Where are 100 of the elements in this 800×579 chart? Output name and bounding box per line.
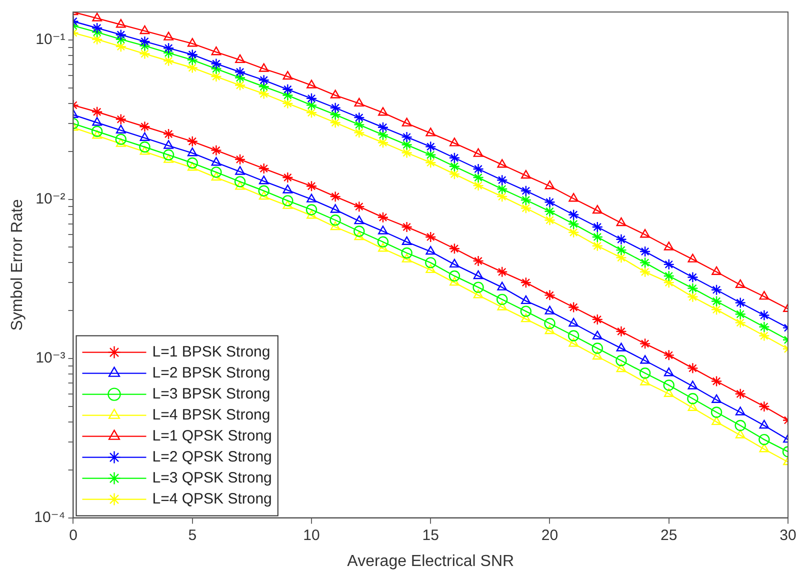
point: [544, 180, 555, 190]
point: [544, 306, 555, 314]
point: [568, 226, 580, 238]
point: [496, 266, 508, 278]
point: [401, 221, 412, 233]
legend-label: L=4 BPSK Strong: [152, 406, 270, 424]
point: [91, 126, 103, 137]
point: [211, 172, 222, 181]
point: [712, 416, 722, 426]
point: [688, 402, 698, 411]
point: [448, 270, 460, 282]
point: [140, 146, 150, 155]
point: [258, 81, 270, 92]
point: [664, 242, 674, 250]
point: [616, 363, 626, 372]
point: [91, 22, 103, 34]
point: [330, 221, 340, 230]
point: [687, 393, 698, 404]
point: [330, 204, 340, 213]
point: [116, 19, 126, 28]
point: [425, 231, 436, 243]
point: [639, 266, 651, 278]
point: [282, 200, 293, 209]
point: [162, 149, 174, 161]
point: [377, 212, 389, 223]
point: [330, 117, 341, 128]
point: [425, 156, 436, 168]
point: [354, 127, 365, 138]
point: [306, 210, 316, 219]
point: [734, 420, 746, 432]
point: [306, 107, 318, 118]
point: [520, 295, 531, 304]
point: [186, 136, 198, 147]
point: [592, 204, 602, 214]
point: [758, 400, 770, 412]
point: [663, 270, 674, 282]
point: [472, 180, 484, 192]
point: [258, 162, 270, 174]
point: [377, 236, 389, 248]
point: [187, 38, 198, 47]
point: [710, 284, 722, 296]
point: [210, 144, 222, 156]
point: [354, 226, 365, 237]
point: [235, 166, 245, 175]
point: [210, 63, 222, 74]
point: [282, 184, 293, 194]
point: [282, 84, 294, 95]
point: [258, 88, 270, 100]
point: [544, 214, 556, 226]
point: [758, 434, 770, 446]
point: [139, 121, 150, 132]
point: [472, 163, 484, 175]
point: [664, 388, 674, 397]
point: [710, 296, 722, 307]
point: [496, 294, 508, 306]
y-axis-title: Symbol Error Rate: [9, 199, 26, 331]
x-tick-label: 25: [660, 526, 678, 544]
point: [162, 42, 174, 54]
point: [116, 138, 126, 147]
point: [186, 62, 198, 74]
point: [354, 119, 365, 130]
x-tick-label: 30: [780, 526, 796, 544]
point: [688, 254, 698, 262]
point: [92, 130, 102, 139]
point: [663, 350, 674, 361]
point: [115, 114, 126, 125]
point: [426, 264, 436, 274]
point: [306, 194, 316, 202]
point: [616, 234, 627, 245]
point: [568, 209, 580, 220]
point: [734, 317, 746, 328]
point: [330, 109, 341, 120]
point: [759, 444, 770, 452]
point: [616, 217, 626, 226]
point: [402, 254, 412, 262]
point: [115, 40, 126, 52]
point: [472, 255, 484, 267]
point: [520, 194, 532, 206]
point: [735, 430, 746, 438]
point: [377, 122, 389, 133]
y-tick-label: 10⁻³: [36, 350, 66, 367]
point: [162, 128, 174, 140]
point: [473, 148, 484, 157]
point: [258, 176, 269, 184]
point: [616, 342, 626, 352]
point: [258, 74, 270, 86]
point: [639, 246, 651, 258]
point: [91, 34, 103, 45]
point: [187, 162, 198, 171]
legend-label: L=2 BPSK Strong: [152, 364, 270, 382]
point: [377, 129, 389, 140]
point: [710, 304, 722, 316]
y-tick-label: 10⁻²: [36, 190, 66, 208]
point: [401, 247, 412, 259]
point: [258, 63, 269, 72]
point: [592, 314, 603, 326]
point: [592, 221, 603, 233]
point: [568, 218, 580, 230]
point: [426, 246, 436, 255]
point: [211, 46, 222, 56]
